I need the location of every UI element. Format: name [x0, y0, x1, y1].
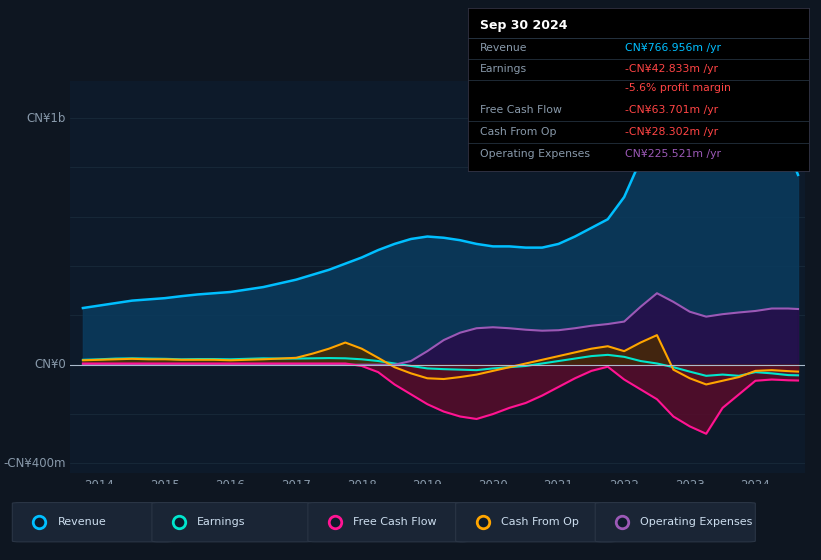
Text: CN¥225.521m /yr: CN¥225.521m /yr	[625, 149, 721, 158]
Text: CN¥1b: CN¥1b	[27, 111, 67, 125]
Text: -CN¥400m: -CN¥400m	[3, 457, 67, 470]
Text: Revenue: Revenue	[57, 517, 106, 527]
Text: -5.6% profit margin: -5.6% profit margin	[625, 83, 731, 93]
Text: Earnings: Earnings	[197, 517, 245, 527]
Text: -CN¥28.302m /yr: -CN¥28.302m /yr	[625, 127, 718, 137]
Text: Cash From Op: Cash From Op	[480, 127, 557, 137]
Text: Operating Expenses: Operating Expenses	[480, 149, 590, 158]
Text: Cash From Op: Cash From Op	[501, 517, 579, 527]
FancyBboxPatch shape	[595, 502, 755, 542]
Text: -CN¥63.701m /yr: -CN¥63.701m /yr	[625, 105, 718, 115]
FancyBboxPatch shape	[152, 502, 312, 542]
FancyBboxPatch shape	[12, 502, 172, 542]
Text: Operating Expenses: Operating Expenses	[640, 517, 753, 527]
Text: Free Cash Flow: Free Cash Flow	[353, 517, 437, 527]
Text: Free Cash Flow: Free Cash Flow	[480, 105, 562, 115]
FancyBboxPatch shape	[456, 502, 616, 542]
Text: CN¥766.956m /yr: CN¥766.956m /yr	[625, 43, 721, 53]
Text: Revenue: Revenue	[480, 43, 527, 53]
Text: Earnings: Earnings	[480, 64, 527, 74]
Text: CN¥0: CN¥0	[34, 358, 67, 371]
Text: -CN¥42.833m /yr: -CN¥42.833m /yr	[625, 64, 718, 74]
FancyBboxPatch shape	[308, 502, 468, 542]
Text: Sep 30 2024: Sep 30 2024	[480, 19, 567, 32]
